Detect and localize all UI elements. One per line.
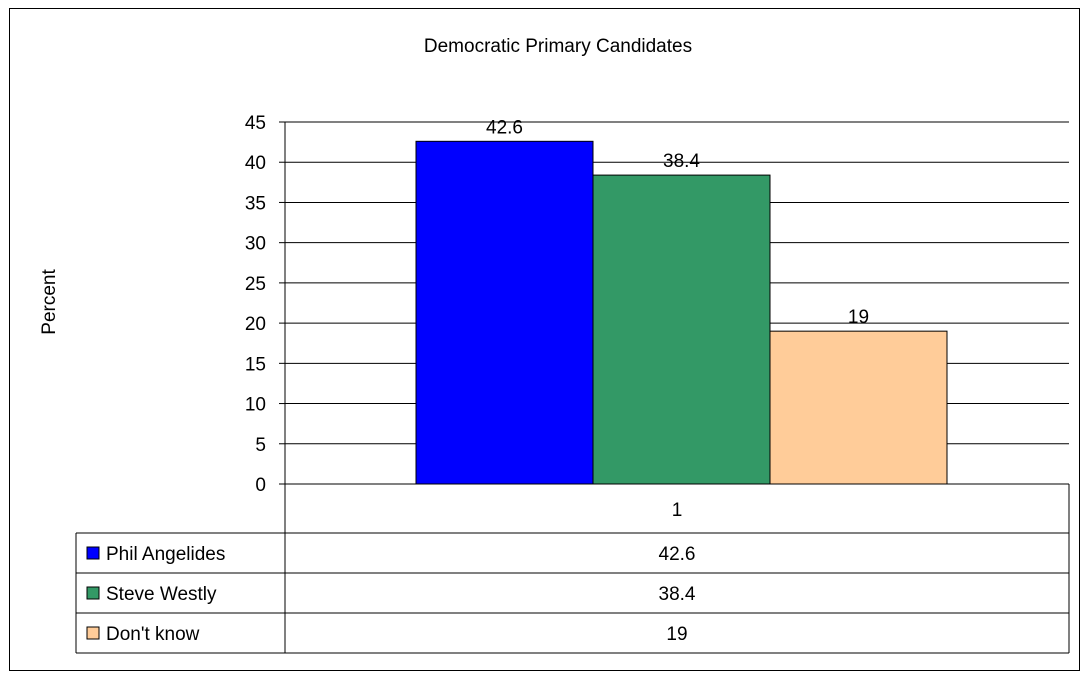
y-tick-label: 30 [245, 234, 266, 255]
legend-swatch-1 [86, 546, 100, 560]
table-value: 42.6 [659, 544, 696, 565]
y-tick-labels: 0 5 10 15 20 25 30 35 40 45 [245, 113, 266, 496]
y-axis-label: Percent [39, 269, 60, 335]
bars [415, 140, 948, 485]
bar-2 [592, 174, 771, 485]
y-tick-label: 15 [245, 354, 266, 375]
bar-value-label: 42.6 [486, 117, 523, 138]
bar-3 [769, 330, 948, 485]
y-tick-label: 5 [255, 435, 266, 456]
bar-value-label: 38.4 [663, 151, 700, 172]
y-tick-label: 40 [245, 153, 266, 174]
x-category-label: 1 [672, 500, 683, 521]
bar-value-label: 19 [848, 307, 869, 328]
legend-series-name: Steve Westly [106, 584, 217, 605]
y-tick-label: 25 [245, 274, 266, 295]
legend-swatch-2 [86, 586, 100, 600]
y-tick-label: 0 [255, 475, 266, 496]
bar-value-labels: 42.6 38.4 19 [486, 117, 869, 328]
y-tick-label: 10 [245, 395, 266, 416]
y-tick-label: 20 [245, 314, 266, 335]
data-table: 1 Phil Angelides 42.6 Steve Westly 38.4 Don't… [75, 484, 1070, 654]
legend-series-name: Don't know [106, 624, 200, 645]
y-tick-label: 35 [245, 193, 266, 214]
legend-swatch-3 [86, 626, 100, 640]
y-tick-label: 45 [245, 113, 266, 134]
chart-title: Democratic Primary Candidates [424, 36, 692, 57]
table-value: 19 [666, 624, 687, 645]
table-value: 38.4 [659, 584, 696, 605]
legend-series-name: Phil Angelides [106, 544, 225, 565]
axes [279, 121, 1069, 485]
bar-1 [415, 140, 594, 485]
